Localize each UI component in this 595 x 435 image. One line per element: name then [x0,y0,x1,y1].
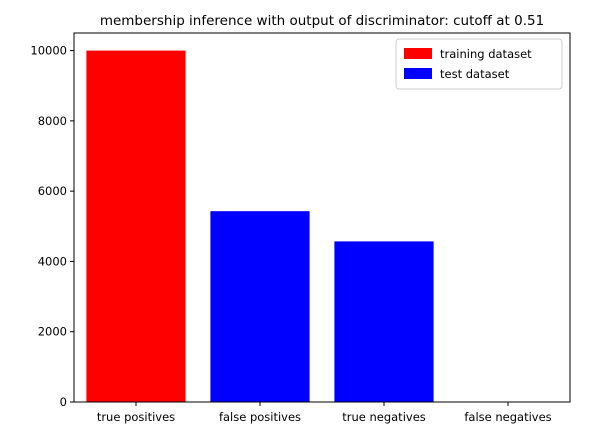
x-tick-label: true negatives [342,410,426,424]
bar-false-positives [210,211,309,402]
y-axis: 0 2000 4000 6000 8000 10000 [30,44,74,409]
y-tick-label: 2000 [38,325,67,339]
y-tick-label: 0 [60,395,67,409]
x-tick-label: true positives [97,410,175,424]
bar-true-positives [86,51,185,402]
chart-title: membership inference with output of disc… [100,13,544,29]
y-tick-label: 4000 [38,254,67,268]
legend-label: test dataset [440,67,510,81]
legend-swatch [404,48,432,59]
x-tick-label: false positives [219,410,301,424]
y-tick-label: 6000 [38,184,67,198]
legend-label: training dataset [440,47,532,61]
y-tick-label: 8000 [38,114,67,128]
legend: training dataset test dataset [396,39,562,89]
y-tick-label: 10000 [30,44,67,58]
legend-swatch [404,68,432,79]
x-tick-label: false negatives [464,410,551,424]
bar-true-negatives [334,241,433,402]
x-axis: true positives false positives true negati… [97,402,552,424]
bars-layer [86,51,433,402]
